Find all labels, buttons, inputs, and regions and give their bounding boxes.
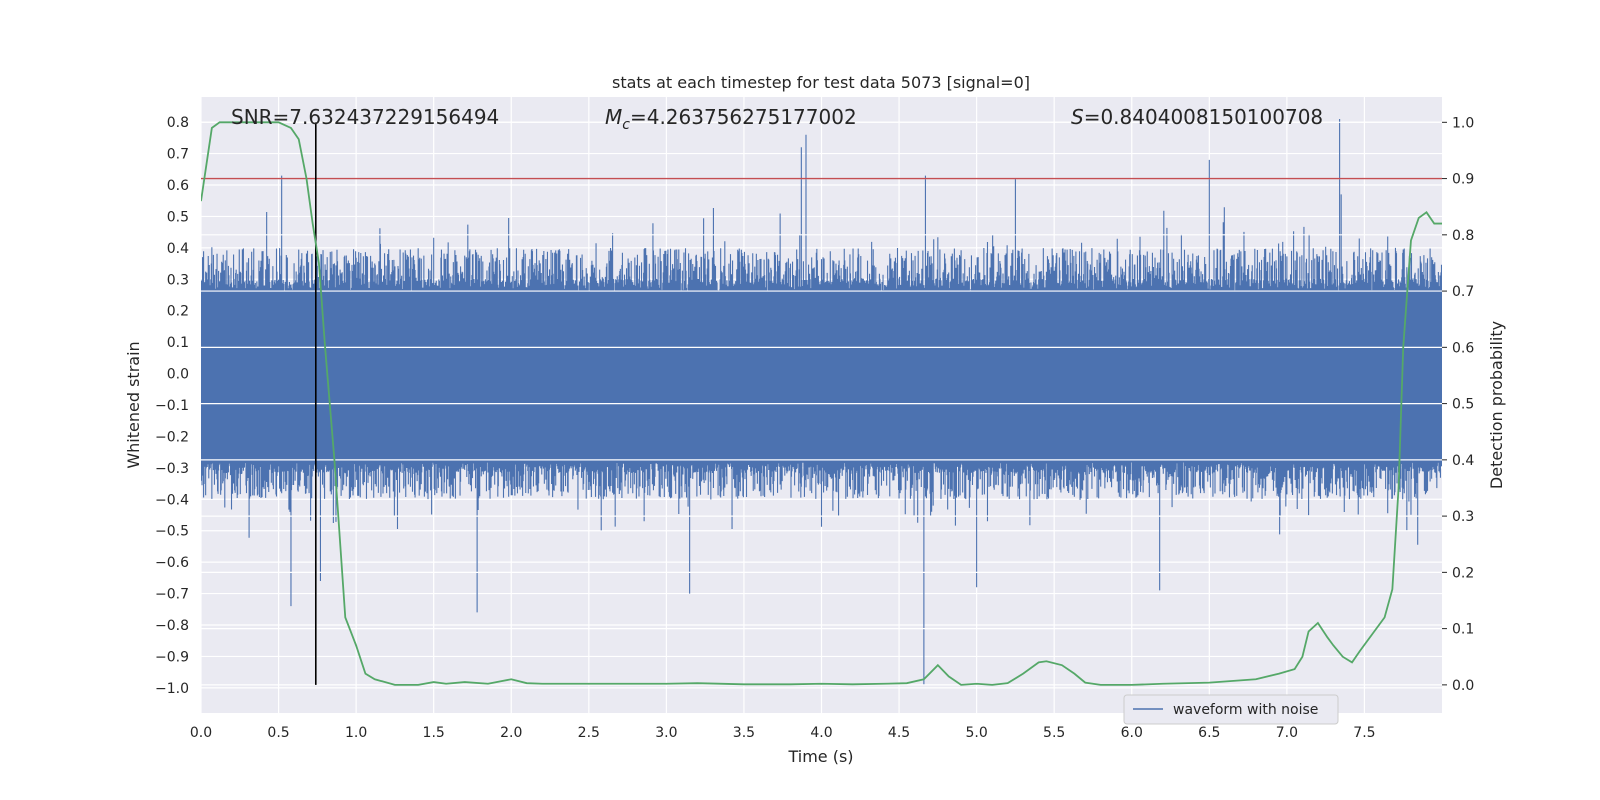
x-tick-label: 1.5 <box>423 725 445 741</box>
x-tick-label: 5.0 <box>965 725 987 741</box>
x-tick-label: 1.0 <box>345 725 367 741</box>
y-left-tick-label: 0.5 <box>167 209 189 225</box>
chirp-mass-value: =4.263756275177002 <box>630 105 857 129</box>
x-tick-label: 2.0 <box>500 725 522 741</box>
y-right-tick-label: 0.7 <box>1452 284 1474 300</box>
y-right-tick-label: 0.5 <box>1452 397 1474 413</box>
y-left-tick-label: 0.4 <box>167 241 189 257</box>
x-axis-label: Time (s) <box>787 747 853 766</box>
x-tick-label: 4.0 <box>810 725 832 741</box>
y-right-tick-label: 0.9 <box>1452 172 1474 188</box>
y-left-tick-label: −1.0 <box>155 681 189 697</box>
y-left-tick-label: −0.1 <box>155 398 189 414</box>
chirp-mass-subscript: c <box>622 117 630 133</box>
legend-box <box>1123 694 1339 725</box>
snr-annotation: SNR=7.632437229156494 <box>231 105 499 129</box>
x-tick-label: 0.0 <box>190 725 212 741</box>
y-left-tick-label: −0.4 <box>155 492 189 508</box>
x-tick-label: 0.5 <box>267 725 289 741</box>
y-left-tick-labels: 0.8 0.7 0.6 0.5 0.4 0.3 0.2 0.1 0.0 −0.1 −0.2 −0.3 −… <box>155 115 189 697</box>
y-left-tick-label: 0.0 <box>167 367 189 383</box>
s-symbol: S <box>1071 105 1084 129</box>
y-left-tick-label: −0.3 <box>155 461 189 477</box>
waveform-series <box>201 119 1442 685</box>
y-right-tick-label: 0.3 <box>1452 509 1474 525</box>
x-tick-label: 7.5 <box>1353 725 1375 741</box>
y-left-tick-label: 0.2 <box>167 304 189 320</box>
x-tick-label: 5.5 <box>1043 725 1065 741</box>
x-tick-label: 2.5 <box>578 725 600 741</box>
y-right-tick-label: 0.2 <box>1452 565 1474 581</box>
y-left-tick-label: −0.2 <box>155 429 189 445</box>
y-left-tick-label: 0.3 <box>167 272 189 288</box>
y-right-tick-label: 0.8 <box>1452 228 1474 244</box>
x-tick-labels: 0.0 0.5 1.0 1.5 2.0 2.5 3.0 3.5 4.0 4.5 5.0 5.5 6.0 6… <box>190 725 1376 741</box>
x-tick-label: 6.0 <box>1121 725 1143 741</box>
y-left-tick-label: −0.6 <box>155 555 189 571</box>
y-right-axis-label: Detection probability <box>1487 321 1506 489</box>
y-left-tick-label: −0.5 <box>155 524 189 540</box>
s-annotation: S=0.8404008150100708 <box>1071 105 1323 129</box>
y-right-tick-label: 0.1 <box>1452 622 1474 638</box>
y-right-tick-label: 1.0 <box>1452 115 1474 131</box>
y-left-tick-label: −0.9 <box>155 649 189 665</box>
chart-title: stats at each timestep for test data 507… <box>612 73 1030 92</box>
detection-probability-line <box>201 121 1442 686</box>
y-left-tick-label: 0.1 <box>167 335 189 351</box>
x-tick-label: 3.0 <box>655 725 677 741</box>
x-tick-label: 3.5 <box>733 725 755 741</box>
y-left-axis-label: Whitened strain <box>124 341 143 468</box>
y-right-tick-label: 0.6 <box>1452 340 1474 356</box>
x-tick-label: 4.5 <box>888 725 910 741</box>
x-tick-label: 7.0 <box>1276 725 1298 741</box>
y-left-tick-label: −0.8 <box>155 618 189 634</box>
overlays <box>201 121 1442 686</box>
chirp-mass-symbol: M <box>605 105 622 129</box>
s-value: =0.8404008150100708 <box>1084 105 1323 129</box>
x-tick-label: 6.5 <box>1198 725 1220 741</box>
y-left-tick-label: 0.7 <box>167 147 189 163</box>
y-left-tick-label: 0.6 <box>167 178 189 194</box>
y-right-tick-label: 0.4 <box>1452 453 1474 469</box>
y-right-tick-labels: 1.0 0.9 0.8 0.7 0.6 0.5 0.4 0.3 0.2 0.1 0.0 <box>1442 115 1474 694</box>
legend-label-waveform: waveform with noise <box>1173 702 1318 718</box>
chirp-mass-annotation: Mc=4.263756275177002 <box>605 105 857 133</box>
y-right-tick-label: 0.0 <box>1452 678 1474 694</box>
legend: waveform with noise <box>1123 694 1339 725</box>
waveform-with-noise-trace <box>201 119 1442 685</box>
y-left-tick-label: −0.7 <box>155 587 189 603</box>
y-left-tick-label: 0.8 <box>167 115 189 131</box>
